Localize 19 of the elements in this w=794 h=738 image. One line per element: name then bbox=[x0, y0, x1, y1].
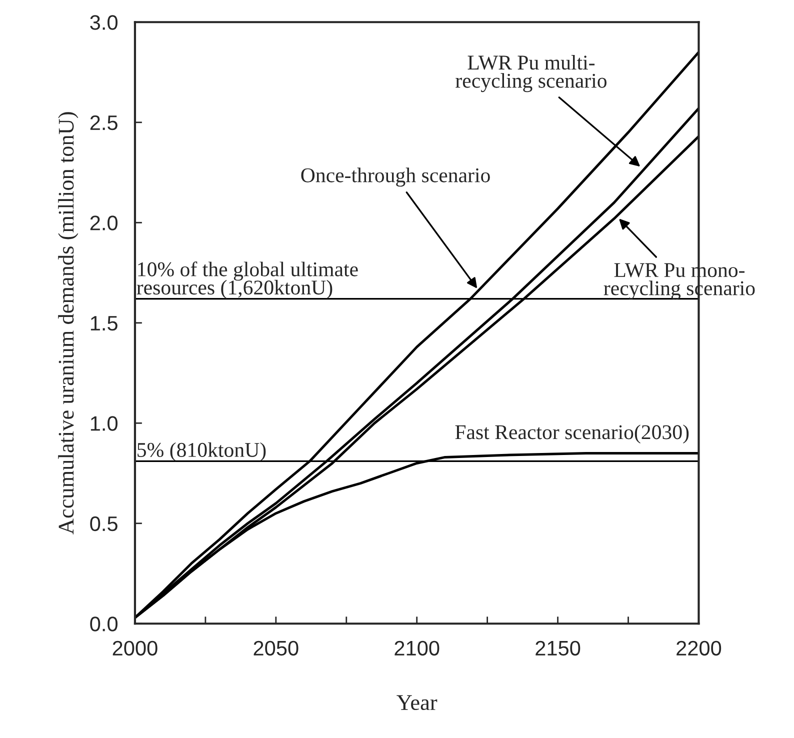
y-tick-label: 2.0 bbox=[90, 216, 118, 230]
y-tick-label: 1.0 bbox=[90, 416, 118, 431]
annotation: LWR Pu multi- recycling scenario bbox=[456, 54, 606, 92]
y-tick-label: 3.0 bbox=[90, 15, 118, 30]
y-axis-title: Accumulative uranium demands (million tonU) bbox=[58, 112, 78, 534]
y-tick-label: 2.5 bbox=[90, 115, 118, 130]
x-tick-label: 2050 bbox=[254, 640, 298, 656]
y-tick-label: 1.5 bbox=[90, 316, 118, 331]
y-tick-label: 0.5 bbox=[90, 516, 118, 532]
x-tick-label: 2000 bbox=[112, 640, 158, 656]
ref-line-label: 10% of the global ultimate resources (1,620ktonU) bbox=[136, 261, 358, 299]
x-tick-label: 2200 bbox=[676, 640, 722, 656]
annotation: Once-through scenario bbox=[301, 168, 490, 187]
x-tick-label: 2100 bbox=[394, 640, 440, 656]
ref-line-label: 5% (810ktonU) bbox=[138, 442, 266, 462]
y-tick-label: 0.0 bbox=[90, 616, 118, 632]
annotation: Fast Reactor scenario(2030) bbox=[455, 424, 689, 444]
x-axis-title: Year bbox=[396, 695, 438, 710]
x-tick-label: 2150 bbox=[536, 640, 580, 656]
